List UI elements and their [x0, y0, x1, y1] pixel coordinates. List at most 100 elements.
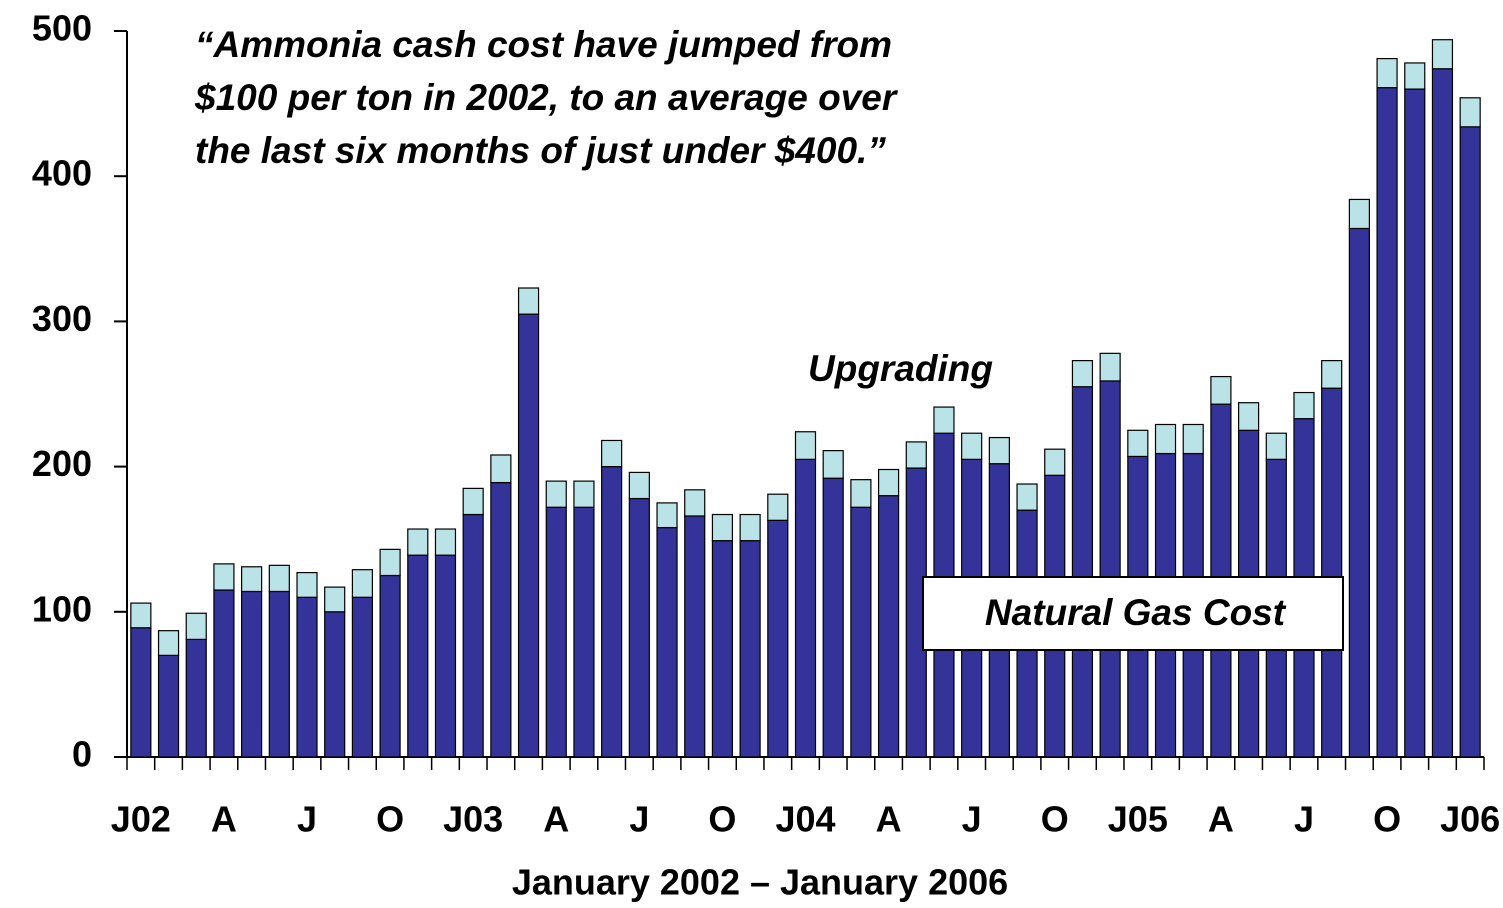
x-tick-label: O	[376, 799, 404, 840]
bar-segment	[1459, 126, 1481, 758]
bar-segment	[877, 495, 900, 758]
y-tick-label: 100	[32, 588, 92, 629]
bar-segment	[628, 471, 650, 500]
bar-segment	[573, 506, 595, 758]
bar-segment	[794, 458, 817, 758]
series-label: Upgrading	[808, 348, 993, 389]
bar-segment	[767, 493, 789, 521]
bar-segment	[324, 611, 346, 758]
y-tick-label: 300	[32, 298, 92, 339]
x-axis-title: January 2002 – January 2006	[512, 862, 1008, 903]
bar-segment	[1376, 87, 1398, 758]
x-tick-label: O	[1373, 799, 1401, 840]
bar-segment	[711, 513, 734, 542]
x-tick-label: J05	[1108, 799, 1168, 840]
x-tick-label: J04	[775, 799, 835, 840]
bar-segment	[1071, 360, 1094, 388]
bar-segment	[933, 406, 955, 434]
bar-segment	[407, 528, 429, 556]
bar-segment	[130, 627, 152, 758]
bar-segment	[462, 487, 484, 516]
annotation: $100 per ton in 2002, to an average over	[194, 77, 899, 118]
bar-segment	[268, 564, 290, 593]
x-tick-label: O	[1041, 799, 1069, 840]
bar-segment	[296, 596, 318, 758]
bar-segment	[1459, 97, 1481, 128]
bar-segment	[905, 441, 927, 469]
bar-segment	[434, 554, 457, 758]
x-tick-label: A	[211, 799, 237, 840]
series-label: Natural Gas Cost	[985, 592, 1287, 633]
y-tick-label: 500	[32, 8, 92, 49]
bar-segment	[1431, 39, 1454, 70]
x-tick-label: O	[708, 799, 736, 840]
bar-segment	[1016, 483, 1038, 511]
bar-segment	[1154, 423, 1177, 455]
bar-segment	[601, 439, 623, 468]
bar-segment	[1321, 360, 1343, 389]
bar-segment	[213, 563, 235, 591]
bar-segment	[241, 590, 263, 758]
x-tick-label: J	[962, 799, 982, 840]
bar-segment	[185, 638, 207, 758]
x-tick-label: J02	[111, 799, 171, 840]
bar-segment	[739, 513, 761, 542]
x-tick-label: A	[876, 799, 902, 840]
x-tick-label: J	[297, 799, 317, 840]
bar-segment	[711, 540, 734, 758]
bar-segment	[296, 571, 318, 598]
bar-segment	[434, 528, 457, 556]
annotation: “Ammonia cash cost have jumped from	[195, 24, 892, 65]
bar-segment	[407, 554, 429, 758]
bar-segment	[767, 519, 789, 758]
bar-segment	[1404, 62, 1426, 90]
x-tick-label: J	[629, 799, 649, 840]
bar-segment	[545, 480, 567, 508]
bar-segment	[601, 466, 623, 758]
bar-segment	[545, 506, 567, 758]
plot	[114, 30, 1485, 770]
bar-segment	[157, 654, 180, 758]
bar-segment	[656, 502, 678, 529]
x-tick-label: J03	[443, 799, 503, 840]
bar-segment	[324, 586, 346, 613]
x-tick-label: J	[1294, 799, 1314, 840]
bar-segment	[850, 506, 872, 758]
bar-segment	[1099, 352, 1121, 382]
bar-segment	[822, 450, 844, 479]
bar-segment	[1099, 380, 1121, 758]
bar-segment	[850, 479, 872, 508]
bar-segment	[517, 287, 540, 315]
bar-segment	[794, 431, 817, 460]
bar-segment	[241, 566, 263, 593]
bar-segment	[157, 630, 180, 656]
y-tick-label: 200	[32, 443, 92, 484]
bar-segment	[1182, 423, 1204, 455]
bar-segment	[1293, 391, 1315, 420]
bar-segment	[628, 497, 650, 758]
bar-segment	[822, 477, 844, 758]
y-tick-label: 400	[32, 153, 92, 194]
bar-segment	[379, 574, 401, 758]
bar-segment	[462, 513, 484, 758]
bar-segment	[1348, 227, 1370, 758]
bar-segment	[517, 313, 540, 758]
bar-segment	[656, 526, 678, 758]
x-tick-label: A	[1208, 799, 1234, 840]
bar-segment	[1348, 198, 1370, 230]
annotation: the last six months of just under $400.”	[195, 130, 886, 171]
bar-segment	[490, 481, 512, 758]
bar-segment	[1404, 88, 1426, 758]
bar-segment	[1238, 402, 1260, 431]
label-box	[922, 576, 1344, 651]
x-tick-label: A	[543, 799, 569, 840]
bar-segment	[961, 432, 983, 460]
bar-segment	[1210, 375, 1232, 405]
bar-segment	[379, 548, 401, 577]
bar-segment	[684, 489, 706, 517]
bar-segment	[213, 589, 235, 758]
y-tick-label: 0	[72, 734, 92, 775]
bar-segment	[351, 569, 373, 598]
bar-segment	[130, 602, 152, 629]
